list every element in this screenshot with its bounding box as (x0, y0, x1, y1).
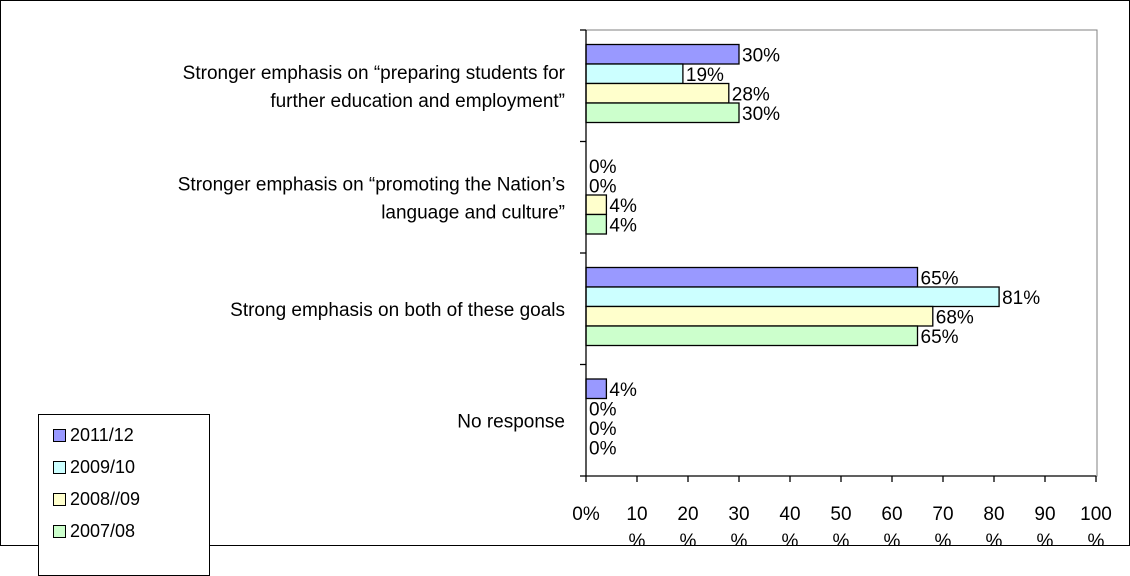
x-tick-label: % (986, 531, 1003, 546)
bar (585, 82, 730, 104)
x-tick-label: % (1088, 531, 1105, 546)
x-tick-label: % (1037, 531, 1054, 546)
x-tick-label: 0% (572, 504, 600, 525)
legend-label: 2009/10 (70, 457, 136, 477)
legend-swatch (53, 493, 66, 506)
bar-value-label: 0% (589, 399, 617, 420)
x-tick-label: 50 (830, 504, 851, 525)
legend-label: 2008//09 (70, 489, 141, 509)
x-tick-label: 90 (1034, 504, 1055, 525)
bar-value-label: 19% (686, 65, 724, 86)
category-label: No response (457, 411, 565, 432)
bar (585, 102, 740, 124)
legend-item: 2008//09 (53, 489, 140, 510)
legend-item: 2011/12 (53, 425, 134, 446)
bar-value-label: 65% (921, 327, 959, 348)
x-tick-label: % (935, 531, 952, 546)
x-tick-label: 40 (779, 504, 800, 525)
bar (585, 213, 608, 235)
legend-label: 2007/08 (70, 521, 136, 541)
bar-value-label: 4% (609, 380, 637, 401)
bar-value-label: 4% (609, 215, 637, 236)
bar (585, 286, 1000, 308)
bar-chart: 30%19%28%30%0%0%4%4%65%81%68%65%4%0%0%0%… (178, 29, 1112, 546)
bars-group (585, 43, 1000, 400)
bar (585, 378, 608, 400)
bar-value-label: 81% (1002, 288, 1040, 309)
bar (585, 63, 684, 85)
x-tick-label: 30 (728, 504, 749, 525)
axes-group (580, 29, 1097, 482)
x-tick-labels-group: 0% 10% 20% 30% 40% 50% 60% 70% 80% 90% 100% (572, 504, 1112, 546)
bar (585, 43, 740, 65)
bar (585, 194, 608, 216)
legend-swatch (53, 429, 66, 442)
legend-swatch (53, 461, 66, 474)
bar-value-label: 4% (609, 196, 637, 217)
category-label: Strong emphasis on both of these goals (230, 300, 565, 321)
category-label: language and culture” (381, 202, 565, 223)
bar-value-label: 68% (936, 307, 974, 328)
x-tick-label: % (680, 531, 697, 546)
legend: 2011/12 2009/10 2008//09 2007/08 (38, 414, 210, 576)
bar-value-label: 0% (589, 438, 617, 459)
bar-value-label: 0% (589, 176, 617, 197)
category-label: Stronger emphasis on “preparing students… (183, 63, 566, 84)
x-tick-label: % (731, 531, 748, 546)
bar-value-label: 30% (742, 45, 780, 66)
x-tick-label: 70 (932, 504, 953, 525)
legend-label: 2011/12 (70, 425, 134, 445)
bar-value-label: 0% (589, 157, 617, 178)
category-labels-group: Stronger emphasis on “preparing students… (178, 63, 566, 433)
value-labels-group: 30%19%28%30%0%0%4%4%65%81%68%65%4%0%0%0% (589, 45, 1040, 459)
bar-value-label: 0% (589, 419, 617, 440)
category-label: Stronger emphasis on “promoting the Nati… (178, 174, 565, 195)
bar-value-label: 28% (732, 84, 770, 105)
x-tick-label: 20 (677, 504, 698, 525)
x-tick-label: 100 (1080, 504, 1112, 525)
x-tick-label: % (884, 531, 901, 546)
bar-value-label: 65% (921, 268, 959, 289)
x-tick-label: % (629, 531, 646, 546)
x-tick-label: 60 (881, 504, 902, 525)
legend-swatch (53, 525, 66, 538)
x-tick-label: 80 (983, 504, 1004, 525)
x-tick-label: 10 (626, 504, 647, 525)
bar (585, 305, 934, 327)
bar (585, 325, 919, 347)
category-label: further education and employment” (270, 91, 565, 112)
bar (585, 266, 919, 288)
x-tick-label: % (782, 531, 799, 546)
legend-item: 2009/10 (53, 457, 135, 478)
x-tick-label: % (833, 531, 850, 546)
bar-value-label: 30% (742, 104, 780, 125)
legend-item: 2007/08 (53, 521, 135, 542)
